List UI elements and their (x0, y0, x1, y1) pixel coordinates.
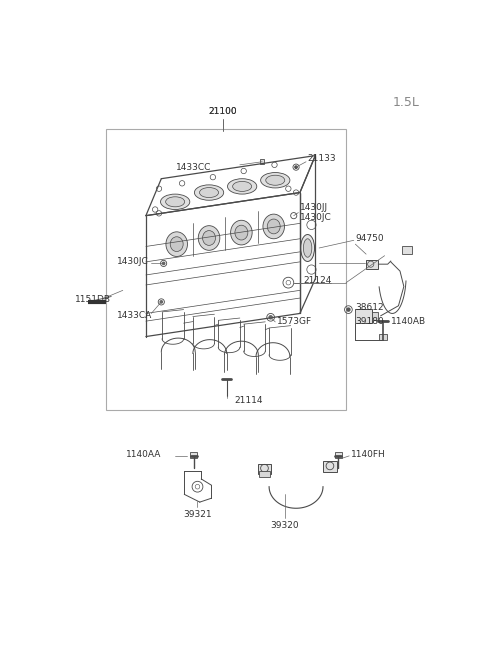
Ellipse shape (233, 181, 252, 191)
Text: 1433CA: 1433CA (117, 311, 152, 320)
Text: 21100: 21100 (209, 107, 237, 115)
Bar (402, 246, 412, 254)
Ellipse shape (160, 194, 190, 210)
Ellipse shape (200, 187, 218, 198)
Circle shape (269, 316, 272, 319)
Ellipse shape (198, 226, 220, 250)
Circle shape (295, 166, 297, 168)
Text: 39320: 39320 (270, 521, 299, 530)
Text: 94750: 94750 (355, 234, 384, 243)
Text: 1140AB: 1140AB (391, 316, 426, 326)
Bar (106, 128, 346, 409)
Ellipse shape (261, 172, 290, 188)
Bar (366, 259, 378, 269)
Ellipse shape (228, 179, 257, 194)
Bar (335, 452, 342, 458)
Circle shape (347, 308, 350, 311)
Text: 1140AA: 1140AA (126, 450, 161, 459)
Bar (372, 312, 378, 320)
Text: 39180: 39180 (355, 316, 384, 326)
Ellipse shape (300, 234, 314, 261)
Text: 1.5L: 1.5L (392, 96, 419, 109)
Text: 38612: 38612 (355, 303, 384, 312)
Text: 1573GF: 1573GF (277, 318, 312, 326)
Ellipse shape (166, 232, 188, 257)
Text: 21100: 21100 (209, 107, 237, 115)
Ellipse shape (230, 220, 252, 245)
Bar (323, 461, 337, 472)
Bar (260, 159, 264, 164)
Ellipse shape (194, 185, 224, 200)
Bar (379, 334, 387, 341)
Circle shape (160, 301, 162, 303)
Text: 1430JC: 1430JC (300, 213, 332, 221)
Text: 21124: 21124 (304, 276, 332, 285)
Bar (259, 472, 270, 477)
Text: 1430JC: 1430JC (118, 257, 149, 267)
Text: 1151DB: 1151DB (75, 295, 111, 304)
Ellipse shape (267, 219, 280, 234)
Ellipse shape (170, 236, 183, 252)
Ellipse shape (263, 214, 285, 239)
Bar (258, 464, 271, 474)
Text: 39321: 39321 (183, 510, 212, 519)
Ellipse shape (303, 239, 312, 257)
Text: 21133: 21133 (308, 154, 336, 163)
Circle shape (162, 262, 165, 265)
Ellipse shape (166, 196, 185, 207)
Text: 21114: 21114 (234, 396, 263, 405)
Ellipse shape (203, 231, 216, 246)
Ellipse shape (266, 176, 285, 185)
Text: 1140FH: 1140FH (351, 450, 385, 459)
Ellipse shape (235, 225, 248, 240)
Bar (355, 309, 372, 323)
Text: 1430JJ: 1430JJ (300, 204, 328, 212)
Bar (190, 452, 197, 458)
Text: 1433CC: 1433CC (176, 163, 211, 172)
